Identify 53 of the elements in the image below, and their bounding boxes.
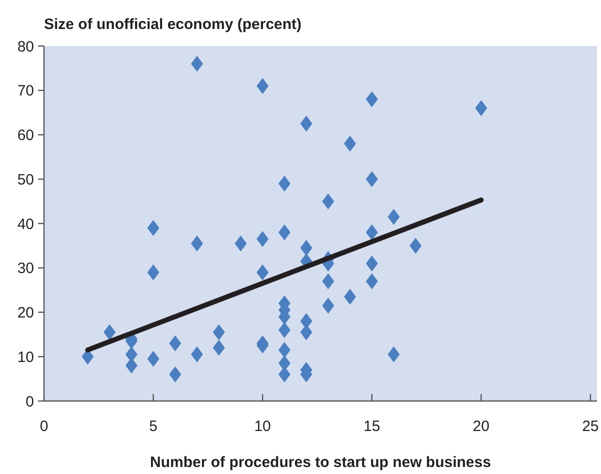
- y-tick-label: 80: [17, 38, 34, 56]
- x-tick-label: 20: [472, 418, 490, 435]
- point: [278, 322, 290, 338]
- point: [147, 350, 160, 367]
- y-tick-label: 40: [17, 216, 34, 233]
- point: [278, 176, 290, 192]
- point: [366, 91, 378, 108]
- point: [366, 255, 378, 272]
- point: [212, 340, 225, 356]
- y-tick-label: 10: [17, 348, 34, 366]
- point: [388, 208, 400, 225]
- x-tick-label: 10: [254, 418, 271, 435]
- y-tick-label: 0: [26, 393, 34, 410]
- point: [191, 56, 204, 72]
- point: [125, 358, 138, 374]
- y-tick-label: 30: [17, 260, 34, 278]
- y-tick-label: 60: [17, 127, 34, 144]
- x-tick-label: 15: [364, 418, 380, 435]
- point: [212, 324, 225, 340]
- point: [322, 193, 334, 210]
- point: [234, 235, 247, 252]
- point: [147, 264, 160, 280]
- point: [256, 78, 269, 94]
- point: [300, 240, 312, 256]
- point: [300, 116, 312, 132]
- point: [344, 136, 356, 152]
- point: [278, 342, 290, 358]
- y-tick-label: 20: [17, 304, 34, 322]
- x-tick-label: 5: [149, 418, 158, 435]
- point: [104, 324, 116, 340]
- point: [256, 231, 269, 248]
- point: [410, 238, 422, 254]
- point: [191, 346, 204, 362]
- chart-title: Size of unofficial economy (percent): [44, 16, 302, 33]
- point: [169, 366, 182, 382]
- y-tick-label: 50: [17, 171, 34, 188]
- x-tick-label: 25: [582, 418, 599, 435]
- point: [366, 171, 378, 188]
- point: [475, 100, 488, 116]
- x-tick-label: 0: [40, 418, 48, 435]
- point: [388, 346, 400, 362]
- point: [366, 224, 378, 240]
- point: [278, 224, 290, 240]
- point: [169, 335, 182, 352]
- x-axis-title: Number of procedures to start up new business: [150, 454, 491, 471]
- point: [191, 235, 204, 252]
- y-tick-label: 70: [17, 82, 34, 100]
- point: [256, 264, 269, 280]
- point: [322, 298, 334, 314]
- point: [147, 220, 160, 236]
- point: [344, 288, 356, 305]
- point: [322, 273, 334, 290]
- point: [366, 273, 378, 290]
